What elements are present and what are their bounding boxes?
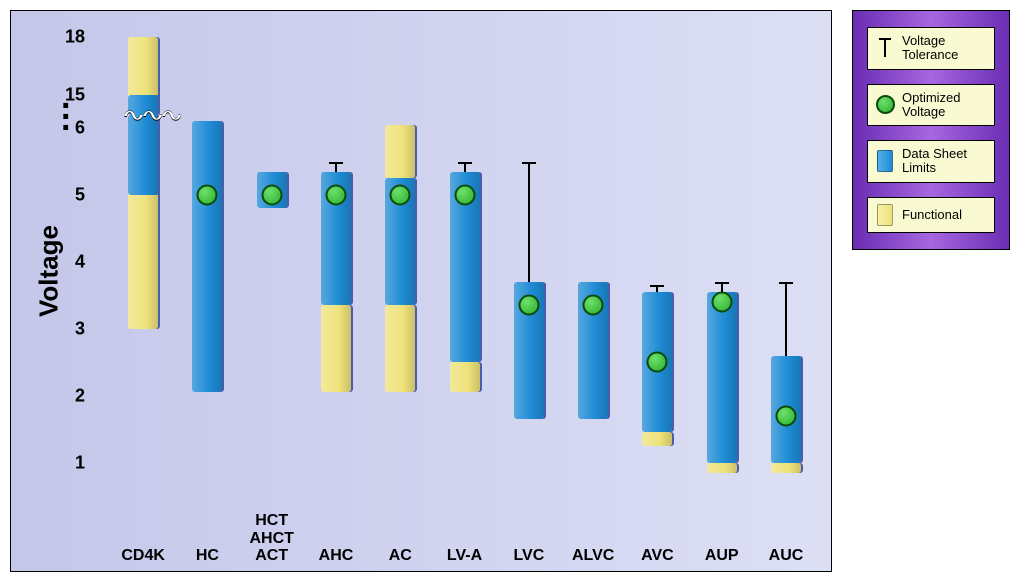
optimized-dot [197,184,218,205]
bar-functional [321,305,351,392]
y-tick: 18 [49,26,85,47]
optimized-dot [454,184,475,205]
legend-label: Functional [902,208,988,222]
optimized-dot [583,295,604,316]
legend-item-tolerance: Voltage Tolerance [867,27,995,70]
optimized-dot [326,184,347,205]
y-tick: 2 [49,385,85,406]
y-tick: 5 [49,184,85,205]
whisker [785,282,787,356]
bar-datasheet [707,292,737,463]
bar-datasheet [192,121,222,392]
whisker-cap [329,162,343,164]
whisker-icon [874,37,896,59]
axis-break-dots: · · · [61,101,72,134]
whisker-cap [650,285,664,287]
x-label: ALVC [572,547,614,565]
legend-item-functional: Functional [867,197,995,233]
chart-frame: Voltage 1234561518· · ·∿∿∿CD4KHCHCT AHCT… [10,10,832,572]
legend-label: Optimized Voltage [902,91,988,120]
whisker [528,162,530,282]
y-tick: 3 [49,318,85,339]
x-label: AVC [641,547,674,565]
optimized-dot [261,184,282,205]
x-label: AUC [769,547,804,565]
bar-functional [771,463,801,473]
whisker-cap [779,282,793,284]
bar-functional [642,432,672,445]
chart-wrapper: Voltage 1234561518· · ·∿∿∿CD4KHCHCT AHCT… [10,10,1014,572]
bar-functional [385,125,415,179]
x-label: LV-A [447,547,482,565]
bar-functional [450,362,480,392]
legend-label: Data Sheet Limits [902,147,988,176]
whisker-cap [715,282,729,284]
x-label: AUP [705,547,739,565]
box-icon [874,150,896,172]
legend-label: Voltage Tolerance [902,34,988,63]
x-label: HC [196,547,219,565]
dot-icon [874,94,896,116]
optimized-dot [518,295,539,316]
y-tick: 4 [49,251,85,272]
bar-functional [707,463,737,473]
bar-datasheet [128,115,158,195]
x-label: CD4K [121,547,165,565]
legend: Voltage Tolerance Optimized Voltage Data… [852,10,1010,250]
x-label: AHC [319,547,354,565]
legend-item-optimized: Optimized Voltage [867,84,995,127]
optimized-dot [390,184,411,205]
x-label: AC [389,547,412,565]
axis-break-wave: ∿∿∿ [121,106,178,125]
bar-functional [385,305,415,392]
whisker-cap [458,162,472,164]
optimized-dot [647,352,668,373]
x-label: HCT AHCT ACT [249,512,293,565]
optimized-dot [711,292,732,313]
x-label: LVC [513,547,544,565]
optimized-dot [776,405,797,426]
plot-area [91,31,811,496]
legend-item-datasheet: Data Sheet Limits [867,140,995,183]
box-icon [874,204,896,226]
y-tick: 1 [49,452,85,473]
whisker-cap [522,162,536,164]
